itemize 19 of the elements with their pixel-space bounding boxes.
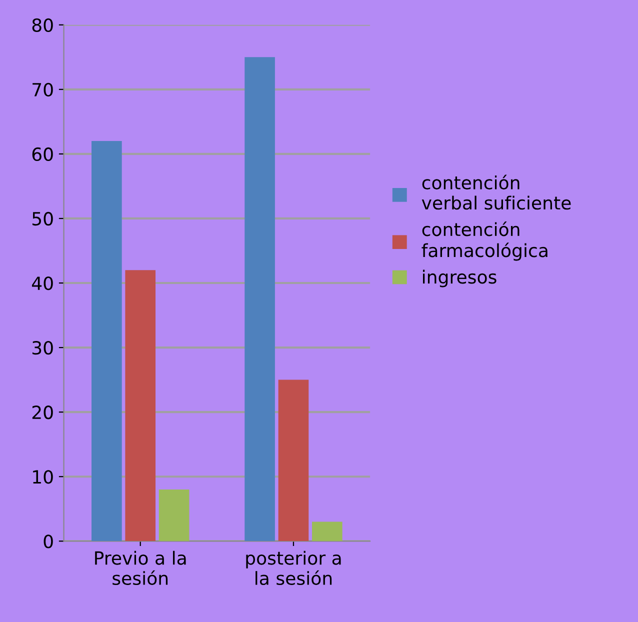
y-tick-label: 80 [32, 18, 53, 32]
y-tick-label: 0 [44, 534, 53, 548]
legend-label: ingresos [423, 270, 496, 288]
legend-label: contención farmacológica [422, 221, 548, 261]
bar [278, 380, 309, 542]
bar [312, 522, 342, 542]
bar [244, 57, 275, 542]
bar [92, 141, 122, 542]
x-tick-label: posterior a la sesión [246, 550, 341, 586]
bar [125, 270, 156, 542]
y-tick-label: 10 [33, 470, 53, 484]
y-tick-label: 60 [32, 147, 53, 162]
y-tick-label: 20 [32, 406, 53, 420]
x-tick-label: Previo a la sesión [95, 550, 186, 586]
bar [158, 490, 190, 542]
y-tick-label: 30 [32, 341, 53, 355]
y-tick-label: 50 [32, 212, 53, 226]
y-tick-label: 40 [32, 276, 53, 290]
y-tick-label: 70 [32, 82, 53, 97]
